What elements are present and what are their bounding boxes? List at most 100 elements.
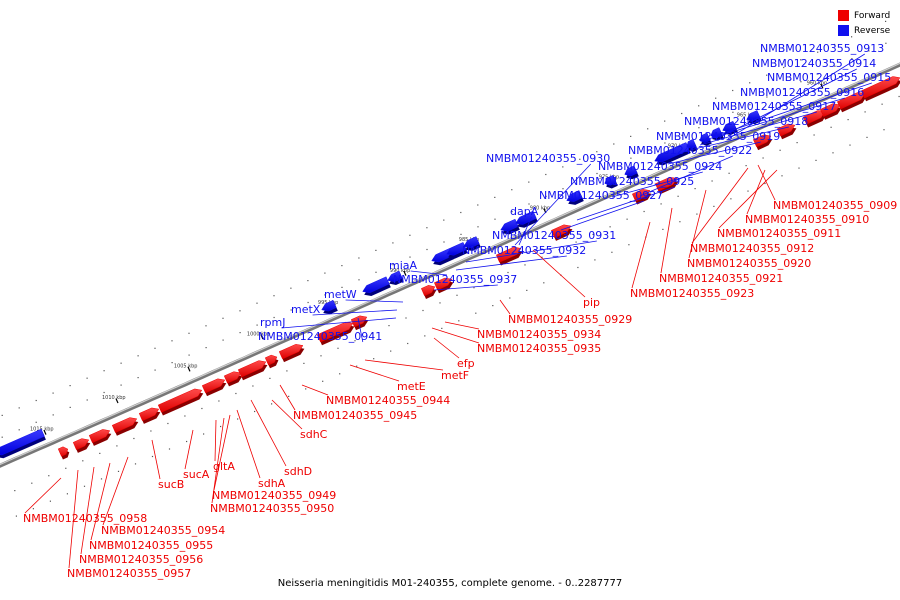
forward-gene-label[interactable]: NMBM01240355_0945 <box>293 409 417 422</box>
reverse-gene-label[interactable]: NMBM01240355_0932 <box>462 244 586 257</box>
forward-gene-arrow[interactable] <box>138 407 161 424</box>
forward-gene-label[interactable]: NMBM01240355_0935 <box>477 342 601 355</box>
forward-gene-label[interactable]: efp <box>457 357 475 370</box>
coordinate-dot <box>749 82 751 84</box>
forward-gene-label[interactable]: NMBM01240355_0944 <box>326 394 450 407</box>
forward-gene-label[interactable]: NMBM01240355_0954 <box>101 524 225 537</box>
forward-gene-arrow[interactable] <box>264 354 279 369</box>
reverse-gene-label[interactable]: miaA <box>389 259 418 272</box>
coordinate-dot <box>205 325 207 327</box>
reverse-gene-label[interactable]: NMBM01240355_0937 <box>393 273 517 286</box>
reverse-gene-label[interactable]: rpmJ <box>260 316 285 329</box>
forward-gene-arrow[interactable] <box>278 344 305 363</box>
forward-gene-label[interactable]: NMBM01240355_0949 <box>212 489 336 502</box>
forward-gene-label[interactable]: NMBM01240355_0909 <box>773 199 897 212</box>
reverse-gene-arrow[interactable] <box>624 165 639 180</box>
coordinate-dot <box>69 406 71 408</box>
reverse-gene-label[interactable]: metX <box>291 303 321 316</box>
forward-gene-label[interactable]: NMBM01240355_0955 <box>89 539 213 552</box>
forward-gene-label[interactable]: metF <box>441 369 469 382</box>
reverse-gene-label[interactable]: NMBM01240355_0919 <box>656 130 780 143</box>
coordinate-dot <box>171 362 173 364</box>
coordinate-dot <box>541 256 543 258</box>
reverse-gene-label[interactable]: NMBM01240355_0913 <box>760 42 884 55</box>
reverse-gene-label[interactable]: NMBM01240355_0931 <box>492 229 616 242</box>
reverse-gene-label[interactable]: NMBM01240355_0916 <box>740 86 864 99</box>
forward-gene-label[interactable]: NMBM01240355_0957 <box>67 567 191 580</box>
leader-line <box>279 384 296 411</box>
forward-gene-label[interactable]: NMBM01240355_0910 <box>745 213 869 226</box>
forward-gene-label[interactable]: NMBM01240355_0923 <box>630 287 754 300</box>
coordinate-dot <box>307 301 309 304</box>
forward-gene-label[interactable]: NMBM01240355_0911 <box>717 227 841 240</box>
coordinate-dot <box>866 136 868 138</box>
reverse-gene-label[interactable]: NMBM01240355_0930 <box>486 152 610 165</box>
forward-gene-arrow[interactable] <box>237 360 268 381</box>
reverse-gene-label[interactable]: NMBM01240355_0917 <box>712 100 836 113</box>
forward-gene-arrow[interactable] <box>57 446 70 460</box>
forward-gene-arrow[interactable] <box>860 76 900 102</box>
forward-gene-label[interactable]: NMBM01240355_0929 <box>508 313 632 326</box>
forward-gene-arrow[interactable] <box>316 321 355 346</box>
forward-gene-label[interactable]: sdhD <box>284 465 312 478</box>
reverse-gene-arrow[interactable] <box>515 210 538 228</box>
coordinate-dot <box>764 182 766 185</box>
forward-gene-label[interactable]: NMBM01240355_0912 <box>690 242 814 255</box>
forward-gene-arrow[interactable] <box>752 134 773 151</box>
reverse-gene-label[interactable]: NMBM01240355_0915 <box>767 71 891 84</box>
forward-gene-arrow[interactable] <box>72 438 91 453</box>
forward-gene-label[interactable]: gltA <box>213 460 235 473</box>
forward-gene-arrow[interactable] <box>420 285 437 299</box>
forward-gene-arrow[interactable] <box>88 429 112 446</box>
forward-gene-arrow[interactable] <box>836 92 867 113</box>
forward-gene-label[interactable]: sdhC <box>300 428 328 441</box>
forward-gene-arrow[interactable] <box>223 371 243 387</box>
forward-gene-label[interactable]: NMBM01240355_0958 <box>23 512 147 525</box>
forward-gene-label[interactable]: NMBM01240355_0921 <box>659 272 783 285</box>
reverse-gene-arrow[interactable] <box>387 270 404 285</box>
reverse-gene-label[interactable]: NMBM01240355_0927 <box>539 189 663 202</box>
leader-line <box>431 327 480 344</box>
leader-line <box>660 207 673 274</box>
coordinate-dot <box>392 264 394 266</box>
reverse-gene-arrow[interactable] <box>321 299 338 315</box>
coordinate-dot <box>834 43 836 46</box>
reverse-gene-arrow[interactable] <box>604 174 618 189</box>
forward-gene-label[interactable]: metE <box>397 380 426 393</box>
gene-features <box>0 76 900 460</box>
coordinate-dot <box>184 415 186 417</box>
reverse-gene-label[interactable]: NMBM01240355_0925 <box>570 175 694 188</box>
reverse-gene-label[interactable]: metW <box>324 288 357 301</box>
coordinate-dot <box>732 111 734 113</box>
coordinate-dot <box>609 226 611 228</box>
forward-gene-label[interactable]: NMBM01240355_0920 <box>687 257 811 270</box>
forward-gene-arrow[interactable] <box>776 123 797 140</box>
forward-gene-arrow[interactable] <box>201 378 227 397</box>
forward-gene-arrow[interactable] <box>157 388 204 416</box>
reverse-gene-label[interactable]: NMBM01240355_0918 <box>684 115 808 128</box>
coordinate-dot <box>35 399 37 402</box>
reverse-gene-label[interactable]: NMBM01240355_0922 <box>628 144 752 157</box>
forward-gene-label[interactable]: sucA <box>183 468 210 481</box>
coordinate-dot <box>117 470 120 472</box>
tick-label: 965 kbp <box>737 112 757 118</box>
forward-gene-label[interactable]: NMBM01240355_0934 <box>477 328 601 341</box>
forward-gene-label[interactable]: sucB <box>158 478 184 491</box>
reverse-gene-arrow[interactable] <box>0 428 46 459</box>
forward-gene-arrow[interactable] <box>433 277 454 294</box>
reverse-gene-label[interactable]: NMBM01240355_0924 <box>598 160 722 173</box>
reverse-gene-label[interactable]: NMBM01240355_0941 <box>258 330 382 343</box>
reverse-gene-label[interactable]: dapA <box>510 205 539 218</box>
coordinate-dot <box>592 233 594 235</box>
reverse-gene-arrow[interactable] <box>500 218 520 235</box>
reverse-gene-arrow[interactable] <box>566 190 584 205</box>
reverse-gene-arrow[interactable] <box>463 236 481 251</box>
forward-gene-arrow[interactable] <box>819 103 842 120</box>
forward-gene-label[interactable]: NMBM01240355_0950 <box>210 502 334 515</box>
forward-gene-label[interactable]: pip <box>583 296 600 309</box>
forward-gene-arrow[interactable] <box>111 417 139 436</box>
forward-gene-label[interactable]: NMBM01240355_0956 <box>79 553 203 566</box>
reverse-gene-label[interactable]: NMBM01240355_0914 <box>752 57 876 70</box>
coordinate-dot <box>577 266 579 269</box>
forward-gene-label[interactable]: sdhA <box>258 477 286 490</box>
